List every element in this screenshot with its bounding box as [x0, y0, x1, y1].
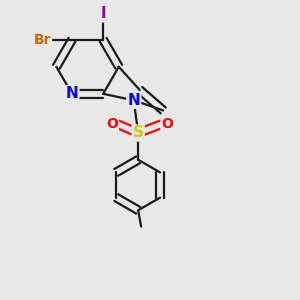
Text: N: N [127, 93, 140, 108]
Text: I: I [100, 6, 106, 21]
Text: O: O [106, 117, 118, 131]
Text: O: O [161, 117, 173, 131]
Text: S: S [133, 125, 144, 140]
Text: N: N [66, 86, 78, 101]
Text: Br: Br [34, 33, 51, 47]
